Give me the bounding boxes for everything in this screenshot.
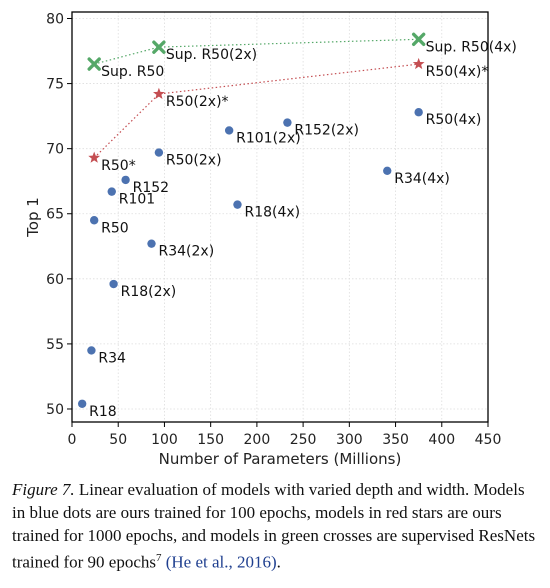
point-sup-r50-4x <box>411 32 426 47</box>
point-r50-2x <box>153 87 165 100</box>
y-tick-label: 50 <box>46 402 64 418</box>
y-tick-label: 70 <box>46 142 64 158</box>
label-r152: R152 <box>133 180 169 196</box>
series-connectors <box>93 38 419 159</box>
label-r34-4x: R34(4x) <box>394 171 450 187</box>
figure-number: Figure 7. <box>12 480 75 499</box>
caption-end: . <box>276 552 281 572</box>
y-tick-label: 80 <box>46 12 64 28</box>
label-r18-4x: R18(4x) <box>244 205 300 221</box>
x-tick-label: 200 <box>244 432 271 448</box>
point-r50 <box>89 216 99 225</box>
point-sup-r50-2x <box>152 40 166 54</box>
x-tick-label: 100 <box>151 432 178 448</box>
point-r34-2x <box>147 239 156 248</box>
cross-series-line <box>94 38 419 65</box>
figure-caption: Figure 7. Linear evaluation of models wi… <box>12 478 540 574</box>
label-r50: R50* <box>101 158 136 174</box>
label-r50: R50 <box>101 220 129 236</box>
y-tick-label: 55 <box>46 337 64 353</box>
x-tick-label: 400 <box>428 432 455 448</box>
footnote-marker: 7 <box>155 552 162 564</box>
citation-link[interactable]: (He et al., 2016) <box>165 552 277 572</box>
point-r34-4x <box>383 166 392 175</box>
label-r152-2x: R152(2x) <box>294 123 359 139</box>
grid-lines <box>71 12 489 422</box>
y-axis-title: Top 1 <box>24 197 42 238</box>
point-r50 <box>88 151 101 163</box>
point-r18 <box>77 399 87 408</box>
x-axis-title: Number of Parameters (Millions) <box>159 450 402 468</box>
point-sup-r50 <box>87 57 101 71</box>
label-sup-r50-2x: Sup. R50(2x) <box>166 47 257 63</box>
y-tick-label: 65 <box>46 207 64 223</box>
label-r50-2x: R50(2x)* <box>166 94 229 110</box>
point-r34 <box>87 346 96 355</box>
label-r50-4x: R50(4x) <box>426 112 482 128</box>
point-r101 <box>107 187 116 196</box>
x-tick-label: 50 <box>109 432 127 448</box>
label-sup-r50: Sup. R50 <box>101 64 164 80</box>
y-tick-label: 75 <box>46 77 64 93</box>
point-r18-2x <box>109 279 118 289</box>
plot-frame <box>71 11 489 423</box>
x-tick-label: 250 <box>290 432 317 448</box>
caption-text: Linear evaluation of models with varied … <box>12 480 536 572</box>
label-r50-2x: R50(2x) <box>166 153 222 169</box>
y-tick-label: 60 <box>46 272 64 288</box>
x-tick-label: 300 <box>336 432 363 448</box>
axis-ticks: 0 50 100 150 200 250 300 350 400 4505055606570758… <box>46 12 501 448</box>
label-r101: R101 <box>119 192 155 208</box>
point-r50-4x <box>412 57 425 70</box>
point-r152 <box>121 175 130 185</box>
point-r50-4x <box>414 108 423 117</box>
point-r152-2x <box>283 118 292 127</box>
label-r34: R34 <box>98 350 126 366</box>
point-r18-4x <box>233 200 242 209</box>
x-tick-label: 350 <box>382 432 409 448</box>
label-r101-2x: R101(2x) <box>236 130 301 146</box>
x-tick-label: 150 <box>197 432 224 448</box>
x-tick-label: 0 <box>68 432 77 448</box>
point-r101-2x <box>224 126 234 135</box>
label-r18: R18 <box>89 404 117 420</box>
x-tick-label: 450 <box>475 432 502 448</box>
label-r50-4x: R50(4x)* <box>426 64 489 80</box>
label-r34-2x: R34(2x) <box>159 244 215 260</box>
point-r50-2x <box>154 148 164 157</box>
label-sup-r50-4x: Sup. R50(4x) <box>426 39 517 55</box>
star-series-line <box>93 63 419 159</box>
label-r18-2x: R18(2x) <box>121 284 177 300</box>
